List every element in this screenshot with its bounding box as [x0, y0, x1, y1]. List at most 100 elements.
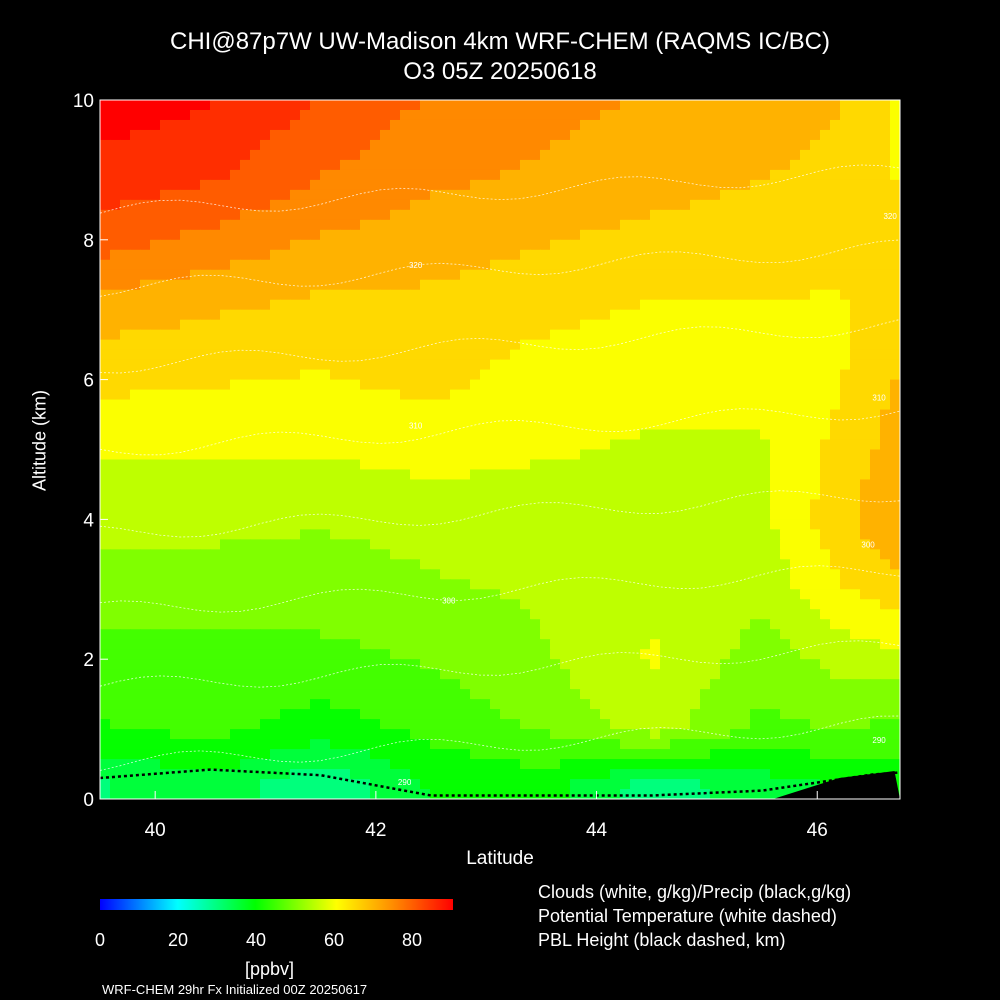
- field-cell: [380, 439, 391, 451]
- field-cell: [410, 199, 421, 211]
- field-cell: [790, 109, 801, 121]
- field-cell: [670, 299, 681, 311]
- field-cell: [390, 189, 401, 201]
- field-cell: [410, 359, 421, 371]
- field-cell: [370, 459, 381, 471]
- field-cell: [700, 709, 711, 720]
- field-cell: [740, 569, 751, 580]
- field-cell: [760, 309, 771, 321]
- field-cell: [740, 539, 751, 550]
- field-cell: [200, 249, 211, 261]
- field-cell: [610, 649, 621, 660]
- field-cell: [230, 619, 241, 630]
- field-cell: [390, 559, 401, 570]
- field-cell: [350, 219, 361, 231]
- field-cell: [840, 599, 851, 610]
- field-cell: [640, 229, 651, 241]
- field-cell: [890, 689, 900, 700]
- field-cell: [860, 439, 871, 451]
- field-cell: [780, 629, 791, 640]
- field-cell: [890, 279, 900, 291]
- field-cell: [440, 439, 451, 451]
- field-cell: [680, 609, 691, 620]
- field-cell: [380, 539, 391, 550]
- field-cell: [570, 709, 581, 720]
- field-cell: [180, 539, 191, 550]
- field-cell: [810, 579, 821, 590]
- field-cell: [310, 509, 321, 520]
- field-cell: [260, 539, 271, 550]
- field-cell: [140, 409, 151, 421]
- field-cell: [270, 619, 281, 630]
- field-cell: [880, 629, 891, 640]
- field-cell: [660, 309, 671, 321]
- field-cell: [830, 119, 841, 131]
- field-cell: [280, 309, 291, 321]
- field-cell: [200, 619, 211, 630]
- field-cell: [170, 419, 181, 431]
- field-cell: [240, 399, 251, 411]
- field-cell: [330, 639, 341, 650]
- field-cell: [720, 149, 731, 161]
- field-cell: [450, 189, 461, 201]
- field-cell: [290, 359, 301, 371]
- field-cell: [350, 699, 361, 710]
- field-cell: [190, 609, 201, 620]
- field-cell: [490, 219, 501, 231]
- field-cell: [880, 169, 891, 181]
- field-cell: [480, 329, 491, 341]
- field-cell: [560, 159, 571, 171]
- field-cell: [250, 100, 261, 111]
- field-cell: [350, 519, 361, 530]
- field-cell: [110, 239, 121, 251]
- field-cell: [510, 100, 521, 111]
- field-cell: [390, 479, 401, 491]
- field-cell: [560, 289, 571, 301]
- field-cell: [810, 100, 821, 111]
- field-cell: [190, 469, 201, 481]
- field-cell: [180, 219, 191, 231]
- field-cell: [490, 689, 501, 700]
- field-cell: [650, 389, 661, 401]
- field-cell: [340, 319, 351, 331]
- field-cell: [320, 169, 331, 181]
- field-cell: [660, 519, 671, 530]
- field-cell: [840, 609, 851, 620]
- field-cell: [500, 129, 511, 141]
- field-cell: [460, 569, 471, 580]
- field-cell: [180, 609, 191, 620]
- field-cell: [570, 579, 581, 590]
- field-cell: [260, 629, 271, 640]
- field-cell: [840, 209, 851, 221]
- field-cell: [310, 519, 321, 530]
- field-cell: [600, 489, 611, 501]
- field-cell: [400, 239, 411, 251]
- field-cell: [250, 699, 261, 710]
- field-cell: [160, 509, 171, 520]
- field-cell: [820, 309, 831, 321]
- field-cell: [530, 419, 541, 431]
- field-cell: [340, 489, 351, 501]
- field-cell: [530, 329, 541, 341]
- field-cell: [710, 519, 721, 530]
- field-cell: [450, 679, 461, 690]
- field-cell: [810, 149, 821, 161]
- field-cell: [410, 549, 421, 560]
- field-cell: [720, 489, 731, 501]
- field-cell: [710, 699, 721, 710]
- field-cell: [310, 439, 321, 451]
- field-cell: [670, 199, 681, 211]
- field-cell: [200, 100, 211, 111]
- field-cell: [630, 449, 641, 461]
- field-cell: [380, 639, 391, 650]
- field-cell: [190, 529, 201, 540]
- field-cell: [240, 479, 251, 491]
- field-cell: [300, 419, 311, 431]
- field-cell: [270, 279, 281, 291]
- field-cell: [680, 479, 691, 491]
- field-cell: [580, 219, 591, 231]
- field-cell: [380, 349, 391, 361]
- field-cell: [220, 479, 231, 491]
- field-cell: [460, 169, 471, 181]
- field-cell: [190, 279, 201, 291]
